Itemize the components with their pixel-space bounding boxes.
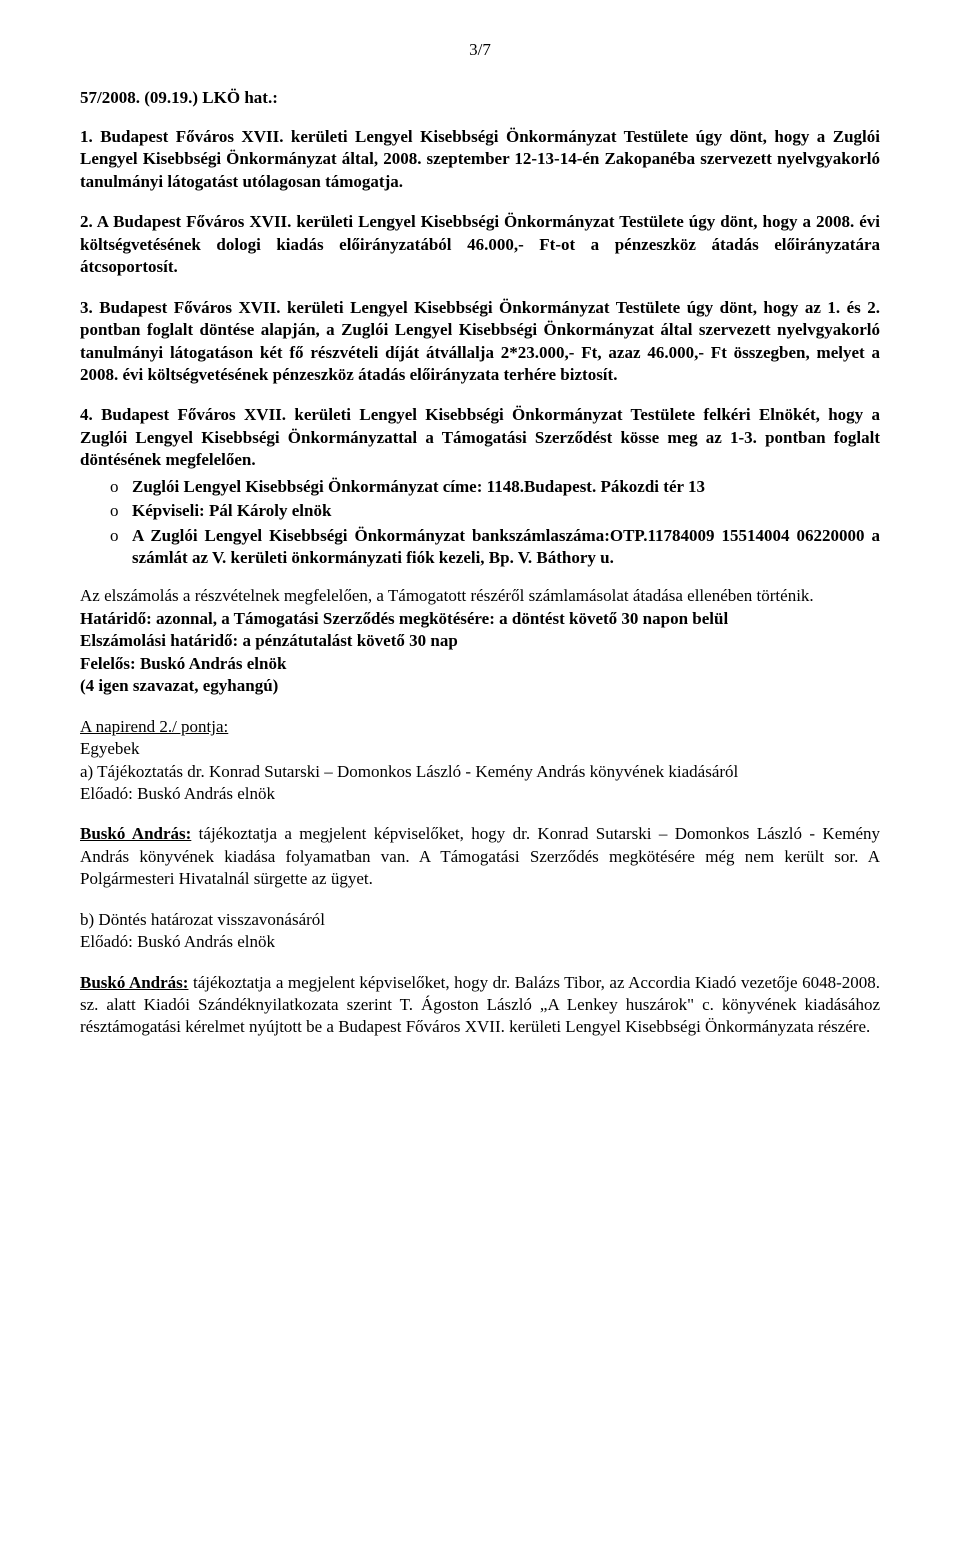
paragraph-2: 2. A Budapest Főváros XVII. kerületi Len… <box>80 211 880 278</box>
list-item: o Képviseli: Pál Károly elnök <box>110 500 880 522</box>
resolution-title: 57/2008. (09.19.) LKÖ hat.: <box>80 88 880 108</box>
document-page: 3/7 57/2008. (09.19.) LKÖ hat.: 1. Budap… <box>0 0 960 1545</box>
bullet-marker-icon: o <box>110 476 132 498</box>
paragraph-b-text: tájékoztatja a megjelent képviselőket, h… <box>80 973 880 1037</box>
bullet-marker-icon: o <box>110 525 132 570</box>
closing-line-vote: (4 igen szavazat, egyhangú) <box>80 675 880 697</box>
closing-line-responsible: Felelős: Buskó András elnök <box>80 653 880 675</box>
bullet-list: o Zuglói Lengyel Kisebbségi Önkormányzat… <box>110 476 880 570</box>
bullet-text: Zuglói Lengyel Kisebbségi Önkormányzat c… <box>132 476 880 498</box>
paragraph-4-text: 4. Budapest Főváros XVII. kerületi Lengy… <box>80 405 880 469</box>
closing-block: Az elszámolás a részvételnek megfelelően… <box>80 585 880 697</box>
bullet-text: Képviseli: Pál Károly elnök <box>132 500 880 522</box>
paragraph-3-text: 3. Budapest Főváros XVII. kerületi Lengy… <box>80 298 880 384</box>
list-item: o A Zuglói Lengyel Kisebbségi Önkormányz… <box>110 525 880 570</box>
agenda-2-sub-a: a) Tájékoztatás dr. Konrad Sutarski – Do… <box>80 762 738 781</box>
bullet-marker-icon: o <box>110 500 132 522</box>
closing-line-accounting: Elszámolási határidő: a pénzátutalást kö… <box>80 630 880 652</box>
paragraph-1-text: 1. Budapest Főváros XVII. kerületi Lengy… <box>80 127 880 191</box>
agenda-b-sub: b) Döntés határozat visszavonásáról <box>80 910 325 929</box>
agenda-2-block: A napirend 2./ pontja: Egyebek a) Tájéko… <box>80 716 880 806</box>
speaker-name: Buskó András: <box>80 824 191 843</box>
closing-line-1: Az elszámolás a részvételnek megfelelően… <box>80 585 880 607</box>
list-item: o Zuglói Lengyel Kisebbségi Önkormányzat… <box>110 476 880 498</box>
agenda-2-title: A napirend 2./ pontja: <box>80 717 228 736</box>
agenda-b-block: b) Döntés határozat visszavonásáról Előa… <box>80 909 880 954</box>
agenda-2-label: Egyebek <box>80 739 139 758</box>
paragraph-2-text: 2. A Budapest Főváros XVII. kerületi Len… <box>80 212 880 276</box>
closing-line-deadline: Határidő: azonnal, a Támogatási Szerződé… <box>80 608 880 630</box>
paragraph-a-text: tájékoztatja a megjelent képviselőket, h… <box>80 824 880 888</box>
bullet-text: A Zuglói Lengyel Kisebbségi Önkormányzat… <box>132 525 880 570</box>
paragraph-a: Buskó András: tájékoztatja a megjelent k… <box>80 823 880 890</box>
paragraph-1: 1. Budapest Főváros XVII. kerületi Lengy… <box>80 126 880 193</box>
paragraph-b: Buskó András: tájékoztatja a megjelent k… <box>80 972 880 1039</box>
page-number: 3/7 <box>80 40 880 60</box>
paragraph-3: 3. Budapest Főváros XVII. kerületi Lengy… <box>80 297 880 387</box>
speaker-name: Buskó András: <box>80 973 188 992</box>
agenda-2-presenter: Előadó: Buskó András elnök <box>80 784 275 803</box>
paragraph-4: 4. Budapest Főváros XVII. kerületi Lengy… <box>80 404 880 471</box>
agenda-b-presenter: Előadó: Buskó András elnök <box>80 932 275 951</box>
